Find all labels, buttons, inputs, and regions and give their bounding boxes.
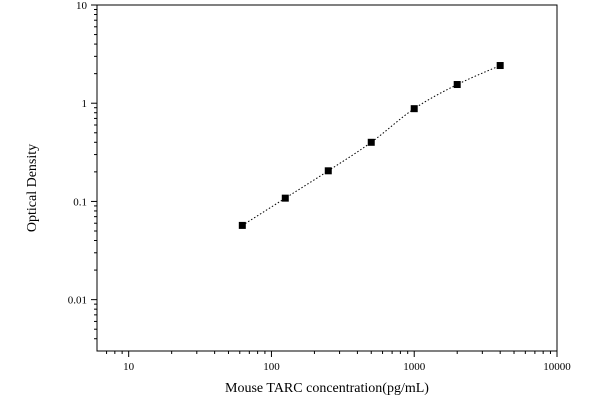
data-point (410, 105, 418, 113)
y-axis: 0.01 0.1 1 10 (68, 0, 97, 340)
data-point (281, 194, 289, 202)
y-tick-label: 0.1 (73, 196, 87, 208)
x-axis: 10 100 1000 10000 (106, 351, 571, 373)
x-tick-label: 10000 (543, 361, 571, 373)
plot-area-frame (96, 4, 558, 352)
data-point (496, 62, 504, 70)
x-tick-label: 1000 (403, 361, 426, 373)
x-tick-label: 100 (263, 361, 280, 373)
y-tick-label: 10 (76, 0, 88, 12)
y-tick-label: 0.01 (68, 295, 87, 307)
data-point (238, 221, 246, 229)
data-point (324, 167, 332, 175)
data-points (238, 62, 504, 229)
y-tick-label: 1 (82, 98, 88, 110)
data-point (367, 138, 375, 146)
x-tick-label: 10 (123, 361, 135, 373)
y-axis-title: Optical Density (25, 144, 40, 232)
x-axis-title: Mouse TARC concentration(pg/mL) (225, 381, 429, 396)
data-point (453, 81, 461, 89)
